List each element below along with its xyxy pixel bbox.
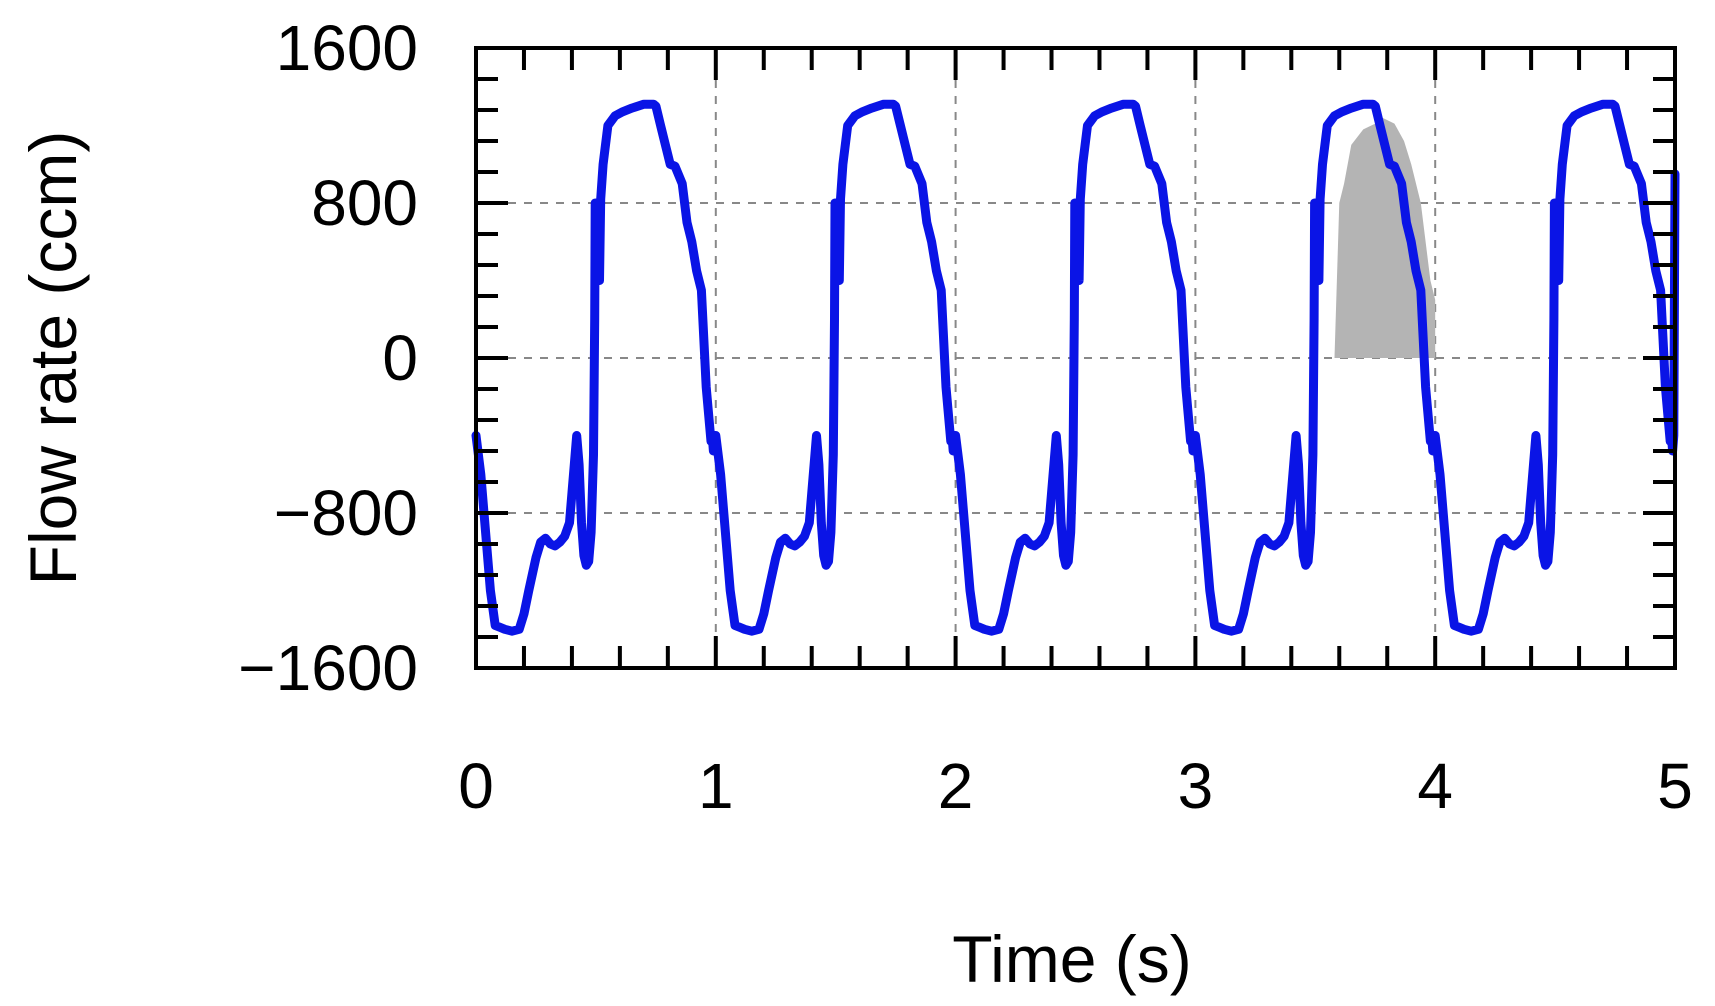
x-tick-label: 3 xyxy=(1178,750,1214,822)
x-tick-label: 4 xyxy=(1417,750,1453,822)
axis-ticks xyxy=(474,46,1677,670)
y-tick-label: −1600 xyxy=(238,632,418,704)
x-axis-label: Time (s) xyxy=(952,922,1192,996)
y-axis-label: Flow rate (ccm) xyxy=(16,131,90,586)
x-tick-label: 0 xyxy=(458,750,494,822)
y-tick-label: 800 xyxy=(311,167,418,239)
y-tick-label: 1600 xyxy=(276,12,418,84)
series-line xyxy=(471,99,1680,636)
y-tick-label: −800 xyxy=(274,477,418,549)
y-tick-label: 0 xyxy=(382,322,418,394)
x-tick-label: 1 xyxy=(698,750,734,822)
series-layer xyxy=(471,99,1680,636)
x-tick-label: 2 xyxy=(938,750,974,822)
x-tick-label: 5 xyxy=(1657,750,1693,822)
tick-labels: 0 1 2 3 4 5 1600 800 0 −800 −1600 xyxy=(238,12,1693,822)
shaded-area xyxy=(1334,117,1436,358)
shaded-region-layer xyxy=(1334,117,1436,358)
